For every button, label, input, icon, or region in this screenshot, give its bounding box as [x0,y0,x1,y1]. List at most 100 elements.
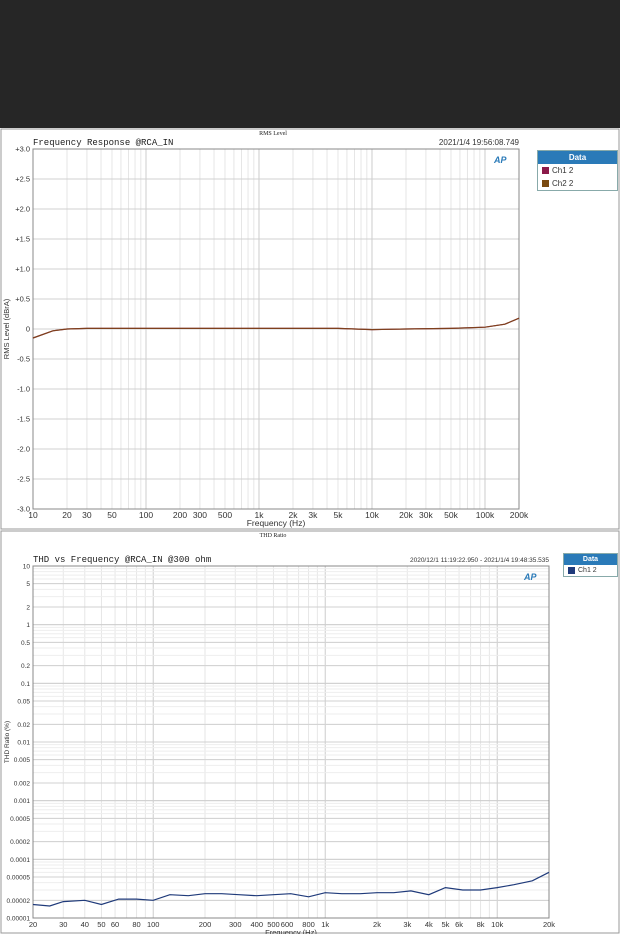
thd-chart: THD Ratio THD vs Frequency @RCA_IN @300 o… [0,530,620,934]
legend-thd: Data Ch1 2 [563,553,618,577]
x-tick-label: 300 [193,510,207,520]
ap-logo: AP [493,155,507,165]
frequency-response-chart: RMS Level Frequency Response @RCA_IN 2021/… [0,128,620,530]
x-tick-label: 20 [62,510,72,520]
y-tick-label: 0.2 [21,663,30,670]
y-tick-label: -2.0 [17,445,30,454]
x-tick-label: 4k [425,920,433,929]
x-tick-label: 20k [543,920,555,929]
x-tick-label: 30k [419,510,433,520]
chart-header: RMS Level [259,131,287,137]
x-tick-label: 60 [111,920,119,929]
x-tick-label: 200 [199,920,212,929]
chart-title: THD vs Frequency @RCA_IN @300 ohm [33,555,211,565]
legend-label: Ch1 2 [552,166,574,175]
legend-swatch [568,567,575,574]
y-tick-label: 1 [26,622,30,629]
legend-label: Ch1 2 [578,567,597,574]
x-tick-label: 40 [81,920,89,929]
y-tick-label: +2.5 [15,175,30,184]
y-tick-label: 0.0005 [10,816,30,823]
y-tick-label: 0.001 [14,798,31,805]
plot-area [32,565,550,919]
y-axis-label: RMS Level (dBrA) [2,298,11,359]
x-tick-label: 10 [28,510,38,520]
x-tick-label: 500 [218,510,232,520]
x-tick-label: 5k [441,920,449,929]
y-tick-label: 10 [23,564,31,571]
y-tick-label: 0.1 [21,681,30,688]
y-tick-label: 0 [26,325,30,334]
x-tick-label: 500 [267,920,280,929]
x-tick-label: 100k [476,510,495,520]
y-tick-label: 0.5 [21,640,30,647]
y-tick-label: +2.0 [15,205,30,214]
y-tick-label: -2.5 [17,475,30,484]
y-tick-label: 5 [26,581,30,588]
y-tick-label: 0.002 [14,781,31,788]
x-tick-label: 300 [229,920,242,929]
y-tick-label: +3.0 [15,145,30,154]
y-tick-label: 0.005 [14,757,31,764]
y-tick-label: 0.00002 [7,898,31,905]
y-tick-label: 0.02 [17,722,30,729]
x-tick-label: 1k [321,920,329,929]
y-tick-label: 0.05 [17,698,30,705]
y-tick-label: 0.0002 [10,839,30,846]
legend-title: Data [564,554,617,565]
y-tick-label: 0.01 [17,740,30,747]
x-tick-label: 200k [510,510,529,520]
y-tick-label: -0.5 [17,355,30,364]
x-tick-label: 8k [477,920,485,929]
x-tick-label: 10k [365,510,379,520]
y-axis-label: THD Ratio (%) [4,721,11,763]
y-tick-label: 0.00005 [7,874,31,881]
legend-title: Data [538,151,617,164]
x-axis-label: Frequency (Hz) [247,518,306,528]
x-tick-label: 600 [281,920,294,929]
x-tick-label: 800 [302,920,315,929]
legend-frequency-response: Data Ch1 2 Ch2 2 [537,150,618,191]
legend-swatch [542,167,549,174]
x-tick-label: 50 [107,510,117,520]
chart-title: Frequency Response @RCA_IN [33,138,173,148]
x-tick-label: 3k [308,510,318,520]
legend-swatch [542,180,549,187]
chart-frame [0,530,620,934]
y-tick-label: -1.0 [17,385,30,394]
legend-item-ch1[interactable]: Ch1 2 [538,164,617,177]
series-line [32,317,520,339]
x-tick-label: 2k [289,510,299,520]
ap-logo: AP [523,572,537,582]
legend-label: Ch2 2 [552,179,574,188]
x-tick-label: 200 [173,510,187,520]
x-axis-label: Frequency (Hz) [265,928,317,934]
legend-item-ch2[interactable]: Ch2 2 [538,177,617,190]
x-tick-label: 30 [82,510,92,520]
y-tick-label: -1.5 [17,415,30,424]
x-tick-label: 3k [403,920,411,929]
x-tick-label: 10k [491,920,503,929]
plot-area [32,148,520,510]
chart-header: THD Ratio [260,533,287,539]
y-tick-label: 0.00001 [7,916,31,923]
legend-item-ch1[interactable]: Ch1 2 [564,565,617,576]
x-tick-label: 20k [399,510,413,520]
x-tick-label: 80 [132,920,140,929]
y-tick-label: +1.0 [15,265,30,274]
y-tick-label: -3.0 [17,505,30,514]
x-tick-label: 2k [373,920,381,929]
x-tick-label: 5k [333,510,343,520]
chart-timestamp: 2021/1/4 19:56:08.749 [439,138,520,147]
y-tick-label: +0.5 [15,295,30,304]
y-tick-label: +1.5 [15,235,30,244]
window-top-bar [0,0,620,128]
x-tick-label: 50k [444,510,458,520]
y-tick-label: 0.0001 [10,857,30,864]
x-tick-label: 6k [455,920,463,929]
x-tick-label: 30 [59,920,67,929]
y-tick-label: 2 [26,605,30,612]
x-tick-label: 100 [147,920,160,929]
x-tick-label: 50 [97,920,105,929]
x-tick-label: 20 [29,920,37,929]
